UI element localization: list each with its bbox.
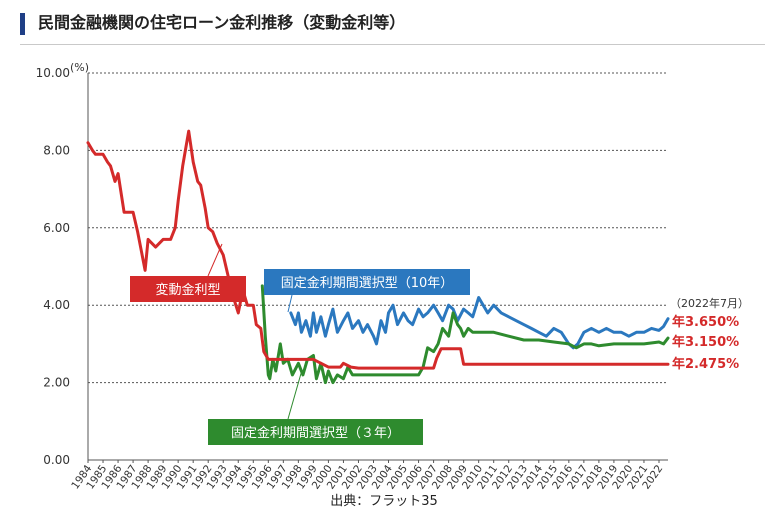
x-tick-labels: 1984198519861987198819891990199119921993… — [69, 460, 665, 492]
end-value-label: 年3.650% — [672, 314, 739, 330]
end-value-label: 年2.475% — [672, 356, 739, 372]
callout-label: 固定金利期間選択型（３年） — [231, 425, 400, 441]
title-bar: 民間金融機関の住宅ローン金利推移（変動金利等） — [20, 12, 765, 45]
callout-label: 変動金利型 — [155, 282, 220, 298]
y-tick-label: 6.00 — [43, 221, 70, 235]
y-tick-labels: 0.00 2.00 4.00 6.00 8.00 10.00 — [36, 66, 70, 467]
page-title: 民間金融機関の住宅ローン金利推移（変動金利等） — [38, 13, 406, 32]
y-tick-label: 2.00 — [43, 376, 70, 390]
callout-label: 固定金利期間選択型（10年） — [281, 275, 454, 291]
callout-leader — [287, 294, 293, 313]
chart-axes — [87, 73, 668, 461]
callout-box — [130, 276, 246, 302]
end-value-labels: （2022年7月） 年3.650% 年3.150% 年2.475% — [670, 296, 749, 372]
source-note: 出典：フラット35 — [330, 494, 438, 509]
end-date-label: （2022年7月） — [670, 296, 749, 310]
end-value-label: 年3.150% — [672, 334, 739, 350]
series-line — [289, 296, 670, 350]
callout-box — [264, 269, 470, 295]
title-accent-bar — [20, 13, 25, 35]
callout-leader — [207, 243, 223, 277]
series-lines — [86, 129, 670, 385]
y-tick-label: 8.00 — [43, 143, 70, 157]
series-callouts: 変動金利型 固定金利期間選択型（10年） 固定金利期間選択型（３年） — [130, 243, 470, 445]
y-tick-label: 0.00 — [43, 453, 70, 467]
callout-box — [208, 419, 423, 445]
y-axis-unit-label: (%) — [70, 61, 89, 74]
y-tick-label: 10.00 — [36, 66, 70, 80]
callout-leader — [287, 369, 303, 420]
y-tick-label: 4.00 — [43, 298, 70, 312]
series-line — [260, 284, 670, 385]
